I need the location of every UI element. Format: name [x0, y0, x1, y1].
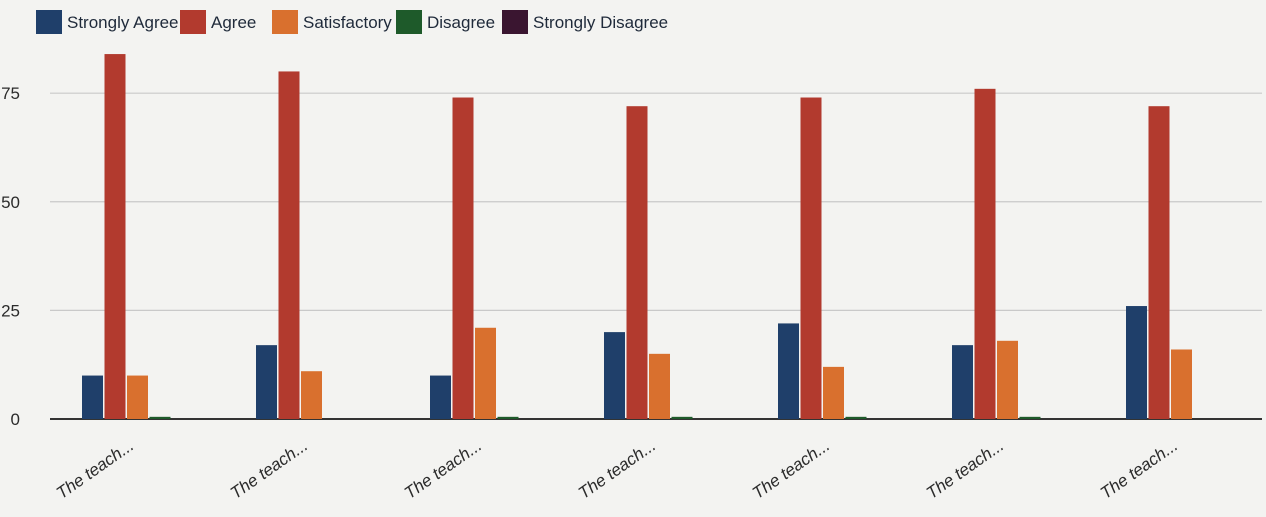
- bar-agree: [626, 106, 648, 419]
- bar-satisfactory: [127, 375, 148, 419]
- legend: Strongly Agree Agree Satisfactory Disagree S…: [36, 10, 668, 34]
- bar-strongly-agree: [1126, 306, 1147, 419]
- bar-satisfactory: [997, 340, 1018, 419]
- bar-strongly-agree: [430, 375, 451, 419]
- bar-agree: [104, 54, 126, 420]
- bar-disagree: [497, 416, 519, 419]
- bar-agree: [974, 88, 996, 420]
- bar-disagree: [149, 416, 171, 419]
- legend-swatch: [180, 10, 206, 34]
- legend-label: Satisfactory: [303, 13, 392, 32]
- bar-agree: [452, 97, 474, 419]
- bar-strongly-agree: [82, 375, 103, 419]
- legend-swatch: [36, 10, 62, 34]
- bar-agree: [278, 71, 300, 419]
- bar-strongly-agree: [778, 323, 799, 419]
- bar-satisfactory: [823, 366, 844, 419]
- x-tick-label: The teach...: [749, 436, 833, 503]
- bars: [82, 54, 1192, 420]
- bar-satisfactory: [1171, 349, 1192, 419]
- bar-satisfactory: [475, 327, 496, 419]
- x-tick-label: The teach...: [227, 436, 311, 503]
- legend-label: Disagree: [427, 13, 495, 32]
- bar-disagree: [671, 416, 693, 419]
- legend-label: Strongly Disagree: [533, 13, 668, 32]
- y-tick-label: 0: [11, 410, 20, 429]
- y-tick-label: 25: [1, 301, 20, 320]
- bar-disagree: [1019, 416, 1041, 419]
- bar-strongly-agree: [952, 345, 973, 419]
- x-tick-label: The teach...: [923, 436, 1007, 503]
- x-tick-label: The teach...: [575, 436, 659, 503]
- bar-agree: [800, 97, 822, 419]
- y-tick-label: 75: [1, 84, 20, 103]
- legend-label: Strongly Agree: [67, 13, 179, 32]
- bar-satisfactory: [301, 371, 322, 419]
- bar-strongly-agree: [256, 345, 277, 419]
- legend-label: Agree: [211, 13, 256, 32]
- y-tick-label: 50: [1, 193, 20, 212]
- bar-agree: [1148, 106, 1170, 419]
- x-tick-label: The teach...: [1097, 436, 1181, 503]
- bar-satisfactory: [649, 353, 670, 419]
- x-tick-label: The teach...: [401, 436, 485, 503]
- bar-disagree: [845, 416, 867, 419]
- legend-swatch: [272, 10, 298, 34]
- bar-strongly-agree: [604, 332, 625, 419]
- x-tick-label: The teach...: [53, 436, 137, 503]
- legend-swatch: [502, 10, 528, 34]
- legend-swatch: [396, 10, 422, 34]
